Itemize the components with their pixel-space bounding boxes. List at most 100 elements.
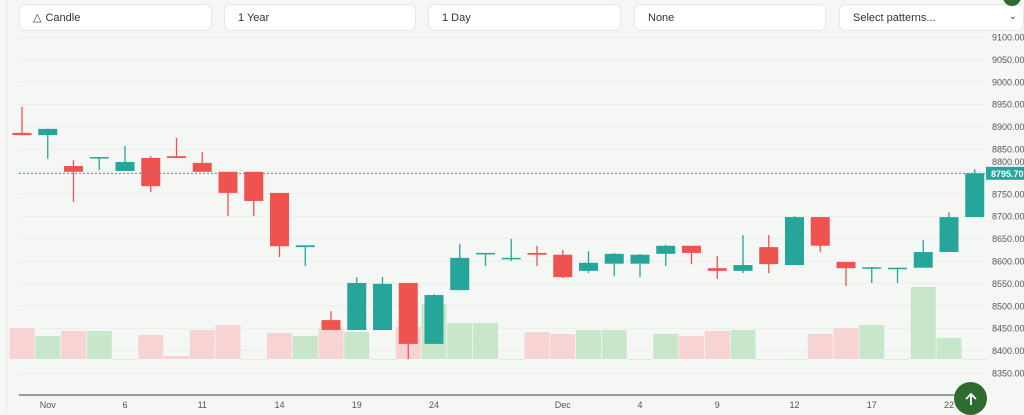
candle-body <box>373 283 392 330</box>
candle-body <box>38 128 58 136</box>
volume-bar <box>576 330 601 359</box>
volume-bar <box>164 356 189 359</box>
candle-body <box>218 171 238 193</box>
candle-body <box>707 268 727 271</box>
volume-bar <box>421 304 447 359</box>
chart-type-label: Candle <box>45 11 81 24</box>
volume-bar <box>756 359 782 360</box>
candle-body <box>965 173 985 218</box>
candle-body <box>604 253 624 264</box>
candle-body <box>141 157 161 187</box>
x-tick-label: 22 <box>944 400 954 410</box>
candle-body <box>424 295 444 344</box>
y-tick-label: 8550.00 <box>992 279 1024 289</box>
candle-body <box>347 282 367 330</box>
range-label: 1 Year <box>238 11 270 24</box>
volume-bar <box>318 329 344 359</box>
volume-bar <box>370 359 395 360</box>
y-tick-label: 9000.00 <box>992 77 1024 87</box>
volume-bar <box>653 334 679 359</box>
y-tick-label: 8950.00 <box>992 100 1024 110</box>
y-tick-label: 8700.00 <box>992 212 1024 222</box>
volume-bar <box>344 332 370 359</box>
candle-body <box>321 320 341 330</box>
scroll-top-button[interactable] <box>954 382 987 415</box>
volume-bar <box>833 328 859 359</box>
volume-bar <box>215 325 241 359</box>
volume-bar <box>679 336 704 359</box>
candle-body <box>450 257 470 291</box>
volume-bar <box>395 327 421 359</box>
volume-bar <box>704 331 730 359</box>
patterns-select[interactable]: Select patterns... ⌄ <box>839 4 1024 31</box>
arrow-up-icon <box>964 392 977 405</box>
candle-body <box>913 252 933 268</box>
candle-body <box>579 262 598 271</box>
chart-type-select[interactable]: △ Candle <box>19 4 212 31</box>
candle-icon: △ <box>33 12 42 24</box>
last-price-badge <box>986 166 1024 180</box>
volume-bar <box>550 334 576 359</box>
x-tick-label: 6 <box>122 400 127 410</box>
interval-label: 1 Day <box>442 11 471 24</box>
candle-body <box>398 282 418 344</box>
x-tick-label: 4 <box>637 400 642 410</box>
indicator-select[interactable]: None <box>634 4 826 31</box>
volume-bar <box>859 325 885 359</box>
candle-body <box>733 265 753 271</box>
volume-bar <box>601 330 627 359</box>
volume-bar <box>524 332 550 359</box>
volume-bar <box>910 287 936 359</box>
y-tick-label: 8350.00 <box>992 369 1024 379</box>
volume-bar <box>86 331 112 359</box>
volume-bar <box>498 359 524 360</box>
candle-body <box>527 252 547 255</box>
candle-body <box>630 254 650 264</box>
y-tick-label: 8650.00 <box>992 234 1024 244</box>
x-tick-label: 24 <box>429 400 439 410</box>
chart-left-border <box>6 0 7 414</box>
candle-body <box>295 245 315 248</box>
candle-body <box>553 254 573 278</box>
volume-bar <box>936 338 962 359</box>
indicator-label: None <box>648 11 675 24</box>
x-tick-label: 14 <box>274 400 284 410</box>
chevron-down-icon: ⌄ <box>1008 11 1017 22</box>
y-tick-label: 8800.00 <box>992 157 1024 167</box>
volume-bar <box>138 335 164 359</box>
volume-bar <box>962 359 988 360</box>
volume-bar <box>35 336 61 359</box>
volume-bar <box>9 328 35 359</box>
volume-bar <box>447 323 473 359</box>
candle-body <box>115 161 135 171</box>
volume-bar <box>627 359 653 360</box>
candle-body <box>682 245 701 253</box>
candle-body <box>656 245 676 254</box>
candle-body <box>939 217 959 253</box>
range-select[interactable]: 1 Year <box>224 4 416 31</box>
x-tick-label: 17 <box>867 400 877 410</box>
y-tick-label: 8850.00 <box>992 145 1024 155</box>
x-tick-label: 19 <box>352 400 362 410</box>
x-tick-label: 11 <box>198 400 207 410</box>
volume-bar <box>241 359 267 360</box>
candle-body <box>810 217 830 246</box>
patterns-placeholder: Select patterns... <box>853 11 936 24</box>
candle-body <box>759 247 779 265</box>
volume-bar <box>885 359 910 360</box>
y-tick-label: 8600.00 <box>992 257 1024 267</box>
interval-select[interactable]: 1 Day <box>428 4 621 31</box>
x-tick-label: 9 <box>715 400 720 410</box>
candle-body <box>476 252 495 255</box>
candle-body <box>192 162 212 172</box>
candle-body <box>862 267 882 269</box>
y-tick-label: 8450.00 <box>992 324 1024 334</box>
x-tick-label: Nov <box>40 400 57 410</box>
y-tick-label: 8750.00 <box>992 189 1024 199</box>
candle-body <box>785 217 804 266</box>
volume-bar <box>782 359 807 360</box>
x-tick-label: 12 <box>789 400 799 410</box>
candle-body <box>270 192 289 247</box>
last-price-label: 8795.70 <box>991 169 1024 179</box>
